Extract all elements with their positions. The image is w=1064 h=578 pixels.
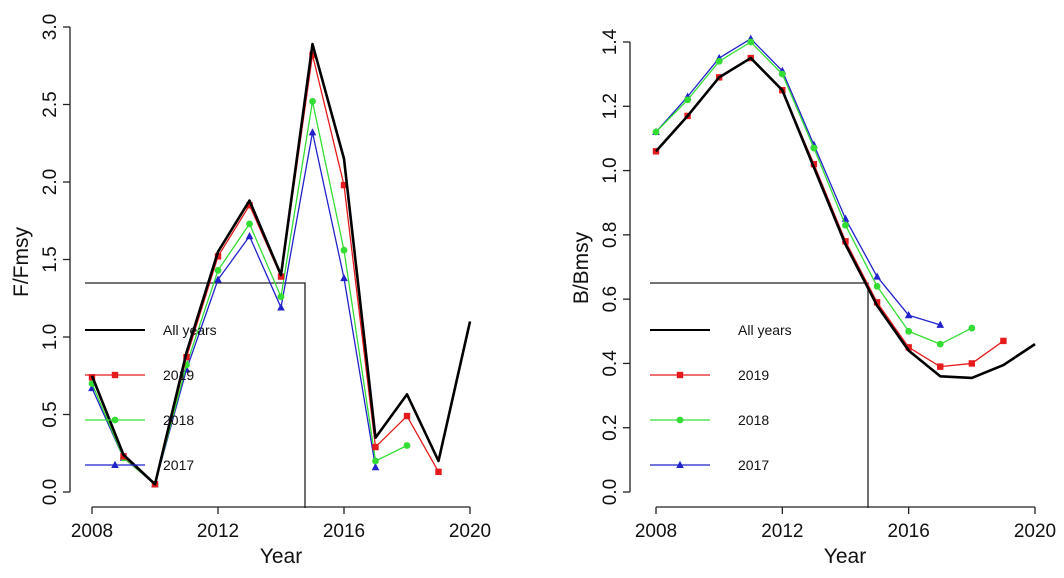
- legend-label-all-years: All years: [738, 322, 792, 338]
- legend-label-2019: 2019: [738, 367, 769, 383]
- data-point-2018: [246, 220, 253, 228]
- legend-label-2018: 2018: [738, 412, 769, 428]
- data-point-2017: [873, 272, 881, 280]
- x-tick-label: 2016: [323, 521, 365, 542]
- x-tick-label: 2008: [71, 521, 113, 542]
- y-tick-label: 1.2: [600, 93, 621, 119]
- data-point-2017: [904, 311, 913, 319]
- y-tick-label: 0.5: [40, 401, 61, 427]
- data-point-2018: [810, 144, 818, 152]
- data-point-2017: [371, 463, 380, 471]
- y-tick-label: 0.2: [600, 415, 621, 441]
- data-point-2019: [905, 344, 912, 351]
- y-tick-label: 0.0: [600, 479, 621, 505]
- legend-label-2019: 2019: [163, 367, 194, 383]
- y-tick-label: 3.0: [40, 14, 61, 40]
- y-tick-label: 0.4: [600, 350, 621, 377]
- y-tick-label: 2.5: [40, 91, 61, 117]
- data-point-2018: [403, 442, 411, 449]
- data-point-2018: [968, 324, 976, 332]
- legend-frame: [650, 282, 869, 508]
- data-point-2018: [905, 327, 913, 335]
- legend-frame: [85, 282, 306, 508]
- data-point-2018: [715, 57, 723, 65]
- legend-marker-2018: [111, 416, 119, 424]
- series-line-2019: [655, 57, 1004, 368]
- y-axis-title: F/Fmsy: [10, 227, 33, 297]
- series-line-all-years: [90, 42, 472, 486]
- data-point-2019: [403, 412, 411, 420]
- data-point-2018: [652, 128, 660, 136]
- legend-marker-2018: [676, 416, 684, 424]
- y-axis-title: B/Bmsy: [570, 231, 593, 304]
- data-point-2018: [842, 221, 849, 229]
- data-point-2019: [1000, 337, 1007, 345]
- x-tick-label: 2008: [635, 521, 677, 542]
- legend-label-2017: 2017: [738, 457, 769, 473]
- b-bmsy-panel: 2008 2012 2016 2020 0.0 0.2 0.4 0.6 0.8 1.0 1.2 1.4…: [570, 28, 1056, 568]
- data-point-2018: [277, 293, 285, 301]
- y-tick-label: 1.0: [40, 324, 61, 350]
- data-point-2017: [936, 320, 945, 328]
- y-tick-label: 0.8: [600, 222, 621, 248]
- data-point-2018: [340, 246, 348, 254]
- x-axis-title: Year: [824, 545, 866, 568]
- data-point-2018: [747, 38, 755, 46]
- data-point-2019: [435, 468, 442, 476]
- x-tick-label: 2020: [1014, 521, 1056, 542]
- x-tick-label: 2012: [197, 521, 239, 542]
- data-point-2017: [245, 232, 254, 240]
- data-point-2017: [277, 303, 285, 311]
- legend-label-2017: 2017: [163, 457, 194, 473]
- data-point-2017: [340, 273, 348, 282]
- x-tick-label: 2012: [761, 521, 803, 542]
- y-tick-label: 1.5: [40, 246, 61, 272]
- data-point-2018: [214, 266, 222, 274]
- legend-marker-2019: [676, 371, 684, 379]
- x-tick-label: 2020: [449, 521, 491, 542]
- data-point-2018: [778, 70, 786, 78]
- series-line-all-years: [655, 56, 1036, 380]
- series-line-2018: [655, 41, 973, 345]
- legend-label-all-years: All years: [163, 322, 217, 338]
- legend-label-2018: 2018: [163, 412, 194, 428]
- legend-marker-2019: [111, 371, 119, 379]
- legend-marker-2017: [676, 460, 684, 468]
- y-tick-label: 0.0: [40, 479, 61, 505]
- data-point-2019: [372, 443, 379, 451]
- x-tick-label: 2016: [888, 521, 930, 542]
- data-point-2019: [968, 360, 976, 367]
- data-point-2019: [246, 202, 253, 209]
- data-point-2017: [214, 275, 222, 283]
- y-tick-label: 2.0: [40, 169, 61, 195]
- y-tick-label: 1.0: [600, 157, 621, 183]
- data-point-2018: [309, 98, 316, 105]
- series-line-2017: [655, 38, 941, 326]
- legend-marker-2017: [111, 460, 119, 468]
- data-point-2019: [214, 253, 222, 260]
- data-point-2019: [937, 363, 944, 370]
- data-point-2019: [873, 299, 881, 306]
- y-tick-label: 1.4: [600, 28, 621, 55]
- data-point-2017: [308, 128, 317, 136]
- x-axis-title: Year: [260, 545, 302, 568]
- data-point-2018: [873, 282, 881, 290]
- data-point-2018: [936, 340, 944, 348]
- y-tick-label: 0.6: [600, 286, 621, 312]
- series-line-2017: [91, 131, 377, 485]
- f-fmsy-panel: 2008 2012 2016 2020 0.0 0.5 1.0 1.5 2.0 2.5 3.0 Yea…: [10, 14, 491, 568]
- data-point-2019: [340, 181, 348, 189]
- data-point-2018: [684, 96, 691, 104]
- data-point-2019: [277, 273, 285, 280]
- data-point-2018: [372, 457, 379, 465]
- data-point-2019: [309, 51, 316, 59]
